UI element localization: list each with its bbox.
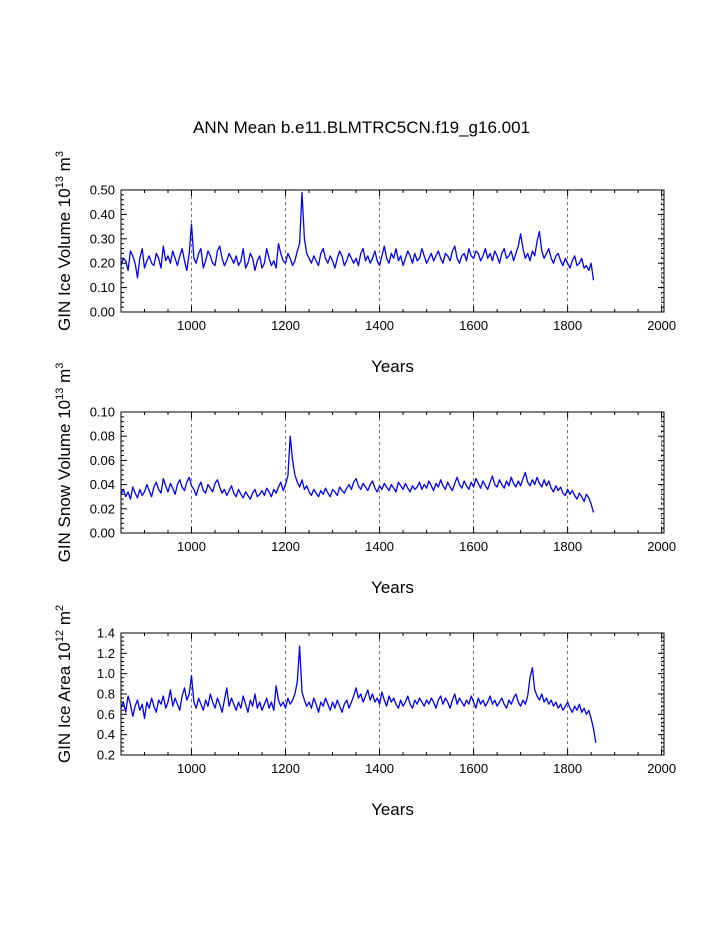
- y-tick-label: 0.2: [97, 748, 115, 763]
- x-tick-label: 2000: [647, 761, 676, 776]
- data-series-line: [120, 645, 597, 743]
- y-tick-label: 0.00: [90, 526, 115, 541]
- y-tick-label: 0.10: [90, 280, 115, 295]
- plot-frame: [120, 189, 665, 313]
- x-tick-label: 1400: [365, 318, 394, 333]
- y-tick-label: 0.04: [90, 477, 115, 492]
- plot-frame: [120, 411, 665, 534]
- plot-frame: [120, 632, 665, 756]
- x-tick-label: 2000: [647, 318, 676, 333]
- x-tick-label: 2000: [647, 539, 676, 554]
- y-tick-label: 0.50: [90, 183, 115, 198]
- ice-volume-panel: 1000 1200 1400 1600 1800 2000 0.00 0.10 0.20 0.30…: [54, 151, 676, 376]
- y-axis-title: GIN Snow Volume 1013 m3: [54, 363, 74, 563]
- y-tick-label: 0.4: [97, 727, 115, 742]
- ice-area-panel: 1000 1200 1400 1600 1800 2000 0.2 0.4 0.6 0.8 1.0 1…: [54, 605, 676, 819]
- snow-volume-panel: 1000 1200 1400 1600 1800 2000 0.00 0.02 0.04 0.06…: [54, 363, 676, 597]
- y-tick-label: 0.8: [97, 687, 115, 702]
- y-tick-label: 1.4: [97, 626, 115, 641]
- x-tick-label: 1000: [177, 539, 206, 554]
- y-tick-label: 0.08: [90, 429, 115, 444]
- x-tick-label: 1800: [553, 318, 582, 333]
- x-tick-label: 1600: [459, 318, 488, 333]
- data-series-line: [120, 191, 595, 281]
- y-tick-label: 1.2: [97, 646, 115, 661]
- x-tick-label: 1400: [365, 761, 394, 776]
- x-tick-label: 1600: [459, 761, 488, 776]
- y-tick-label: 0.30: [90, 231, 115, 246]
- y-tick-label: 0.00: [90, 305, 115, 320]
- x-tick-label: 1200: [271, 761, 300, 776]
- x-tick-label: 1800: [553, 539, 582, 554]
- y-tick-label: 0.6: [97, 707, 115, 722]
- y-tick-label: 0.40: [90, 207, 115, 222]
- x-tick-label: 1200: [271, 318, 300, 333]
- x-tick-label: 1000: [177, 761, 206, 776]
- y-axis-title: GIN Ice Volume 1013 m3: [54, 151, 74, 331]
- y-axis-title: GIN Ice Area 1012 m2: [54, 605, 74, 763]
- x-tick-label: 1000: [177, 318, 206, 333]
- page-title: ANN Mean b.e11.BLMTRC5CN.f19_g16.001: [192, 118, 531, 137]
- x-axis-title: Years: [371, 578, 414, 597]
- data-series-line: [120, 435, 595, 513]
- y-tick-label: 0.20: [90, 256, 115, 271]
- y-tick-label: 0.06: [90, 453, 115, 468]
- x-tick-label: 1400: [365, 539, 394, 554]
- x-tick-label: 1800: [553, 761, 582, 776]
- x-tick-label: 1600: [459, 539, 488, 554]
- y-tick-label: 0.02: [90, 501, 115, 516]
- y-tick-label: 1.0: [97, 666, 115, 681]
- x-tick-label: 1200: [271, 539, 300, 554]
- y-tick-label: 0.10: [90, 405, 115, 420]
- x-axis-title: Years: [371, 357, 414, 376]
- x-axis-title: Years: [371, 800, 414, 819]
